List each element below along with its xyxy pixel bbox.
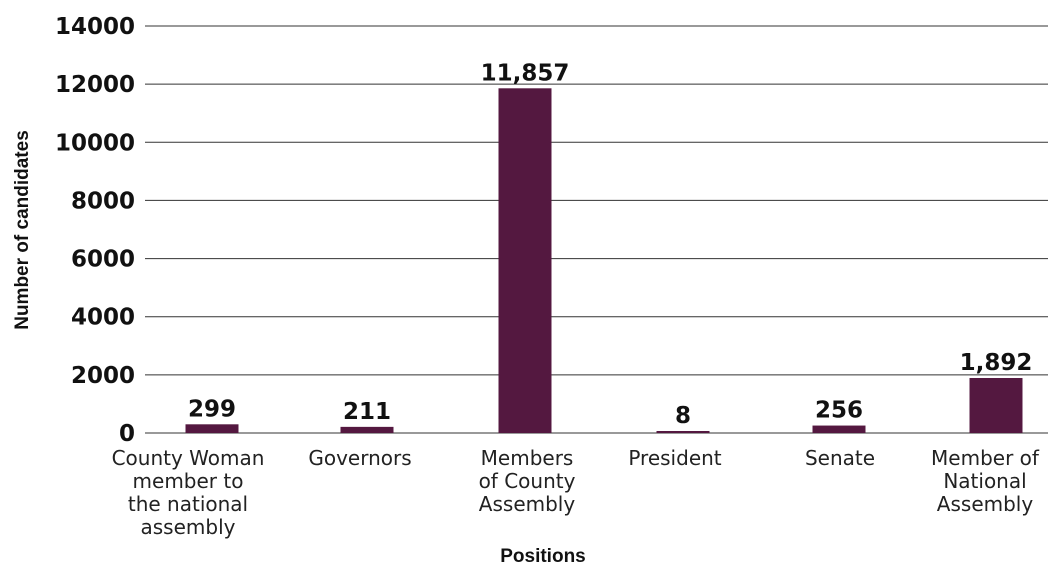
category-label: Member of National Assembly [931,446,1040,516]
category-label-line: Members [481,446,574,470]
y-axis-ticks: 0 2000 4000 6000 8000 10000 12000 14000 [55,14,135,447]
bars [185,88,1023,433]
bar [656,431,710,433]
category-label-line: County Woman [112,446,265,470]
category-label-line: the national [128,492,248,516]
category-label-line: President [628,446,721,470]
data-label: 8 [675,403,691,429]
category-label: Senate [805,446,875,470]
category-label: President [628,446,721,470]
category-label-line: National [943,469,1026,493]
y-tick-label: 4000 [71,305,135,331]
data-label: 211 [343,399,391,425]
data-labels: 299 211 11,857 8 256 1,892 [188,60,1032,429]
category-label-line: Assembly [937,492,1034,516]
bar [969,377,1023,433]
category-label-line: Senate [805,446,875,470]
data-label: 1,892 [960,350,1033,376]
grid-lines [145,25,1048,434]
y-tick-label: 8000 [71,188,135,214]
y-tick-label: 6000 [71,247,135,273]
bar [185,424,239,433]
y-axis-title: Number of candidates [12,130,33,330]
data-label: 299 [188,396,236,422]
category-label: Governors [308,446,411,470]
y-tick-label: 14000 [55,14,135,40]
bar [812,425,866,433]
category-label-line: Assembly [479,492,576,516]
y-tick-label: 2000 [71,363,135,389]
category-label-line: Governors [308,446,411,470]
category-label: County Woman member to the national assembl… [112,446,265,539]
y-tick-label: 10000 [55,130,135,156]
category-label-line: assembly [141,515,236,539]
bar [498,88,552,433]
category-labels: County Woman member to the national assembl… [112,446,1040,539]
y-tick-label: 0 [119,421,135,447]
bar [340,426,394,433]
data-label: 256 [815,398,863,424]
category-label-line: Member of [931,446,1040,470]
category-label-line: member to [133,469,244,493]
category-label-line: of County [479,469,576,493]
data-label: 11,857 [481,60,570,86]
y-tick-label: 12000 [55,72,135,98]
category-label: Members of County Assembly [479,446,576,516]
x-axis-title: Positions [500,546,586,567]
